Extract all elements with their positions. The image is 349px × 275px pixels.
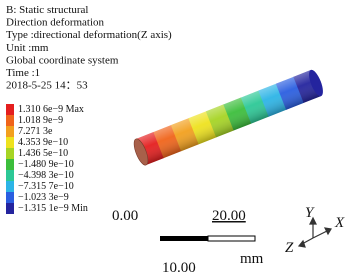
legend-label: −1.315 1e−9 Min xyxy=(18,203,88,214)
legend-swatch xyxy=(6,181,14,192)
scale-unit: mm xyxy=(240,251,264,267)
scale-middle: 10.00 xyxy=(162,260,196,275)
scale-bar xyxy=(160,236,208,241)
header-line: Unit :mm xyxy=(6,42,49,54)
cylinder-shade xyxy=(136,70,321,165)
legend-label: −7.315 7e−10 xyxy=(18,181,74,192)
triad-z: Z xyxy=(285,240,294,256)
scale-end: 20.00 xyxy=(212,208,246,224)
legend-swatch xyxy=(6,148,14,159)
legend-label: 1.436 5e−10 xyxy=(18,148,68,159)
triad xyxy=(299,218,331,247)
legend-swatch xyxy=(6,126,14,137)
model xyxy=(131,68,326,167)
header-line: Direction deformation xyxy=(6,17,105,29)
scale-start: 0.00 xyxy=(112,208,138,224)
legend-swatch xyxy=(6,159,14,170)
header-line: Time :1 xyxy=(6,67,40,79)
header-line: Type :directional deformation(Z axis) xyxy=(6,29,172,41)
legend-swatch xyxy=(6,192,14,203)
legend-swatch xyxy=(6,115,14,126)
header-line: 2018-5-25 14：53 xyxy=(6,80,88,92)
header-line: B: Static structural xyxy=(6,4,88,16)
legend-swatch xyxy=(6,170,14,181)
legend-swatch xyxy=(6,203,14,214)
legend-label: −1.023 3e−9 xyxy=(18,192,69,203)
legend-swatch xyxy=(6,104,14,115)
legend-label: 7.271 3e xyxy=(18,126,53,137)
legend-swatch xyxy=(6,137,14,148)
legend-label: −1.480 9e−10 xyxy=(18,159,74,170)
legend-label: 1.018 9e−9 xyxy=(18,115,63,126)
legend-label: 1.310 6e−9 Max xyxy=(18,104,84,115)
cylinder xyxy=(131,68,326,167)
legend-label: −4.398 3e−10 xyxy=(18,170,74,181)
screenshot: 0.00 20.00 10.00 mm Y X Z B: Static stru… xyxy=(0,0,349,275)
triad-x: X xyxy=(334,215,345,231)
header-line: Global coordinate system xyxy=(6,54,119,66)
scale-bar xyxy=(208,236,255,241)
legend-label: 4.353 9e−10 xyxy=(18,137,68,148)
